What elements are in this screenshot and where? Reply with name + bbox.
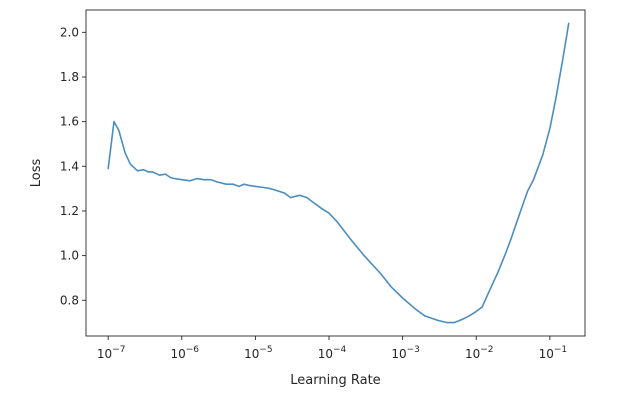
x-tick-label: 10−2 [465,345,494,361]
y-tick-label: 1.4 [60,159,79,173]
plot-area-frame [85,9,586,337]
x-tick-label: 10−5 [244,345,273,361]
y-tick-label: 1.0 [60,249,79,263]
y-axis-label: Loss [29,159,44,188]
y-tick-label: 2.0 [60,25,79,39]
y-axis-ticks: 0.8 1.0 1.2 1.4 1.6 1.8 2.0 [60,25,86,307]
x-tick-label: 10−4 [318,345,347,361]
x-axis-ticks: 10−7 10−6 10−5 10−4 10−3 10−2 10−1 [97,336,567,361]
x-tick-label: 10−1 [539,345,568,361]
x-tick-label: 10−3 [391,345,420,361]
y-tick-label: 1.8 [60,70,79,84]
y-tick-label: 1.2 [60,204,79,218]
y-tick-label: 1.6 [60,115,79,129]
x-tick-label: 10−7 [97,345,126,361]
loss-series-line [107,22,570,324]
y-tick-label: 0.8 [60,293,79,307]
x-axis-label: Learning Rate [290,373,380,388]
x-tick-label: 10−6 [170,345,199,361]
